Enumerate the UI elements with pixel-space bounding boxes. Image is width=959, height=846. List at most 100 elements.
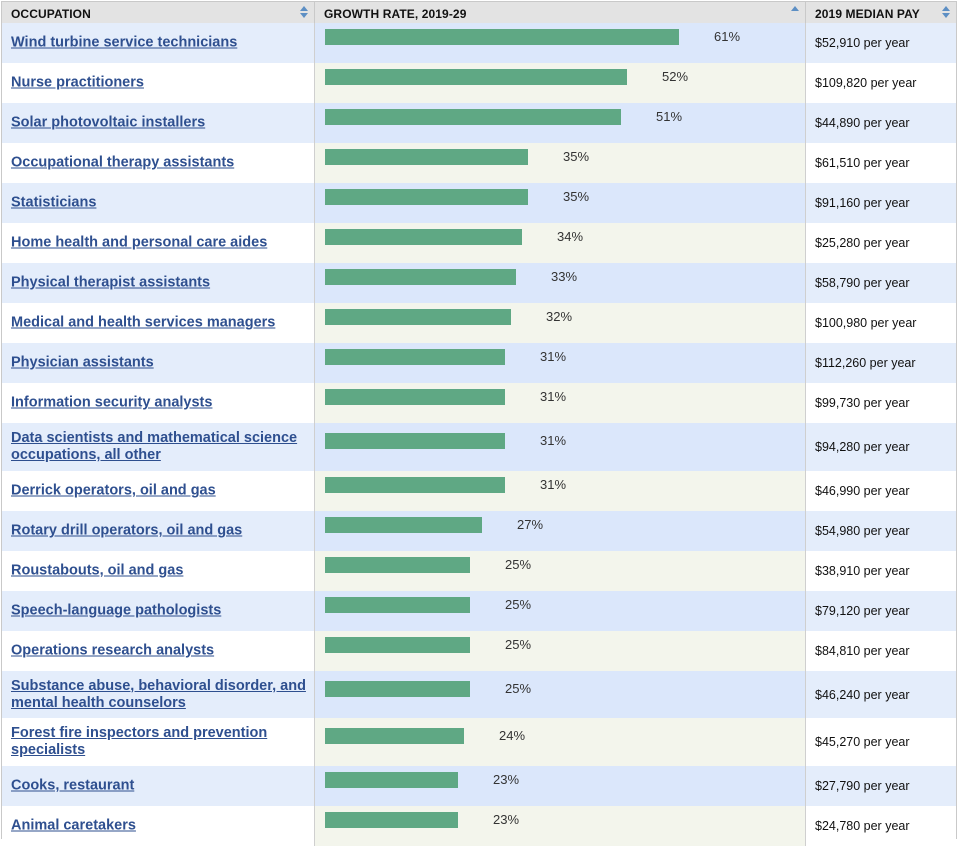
table-row: Physical therapist assistants 33% $58,790 … [2,263,956,303]
median-pay-value: $45,270 per year [815,735,910,749]
median-pay-cell: $46,240 per year [806,671,956,718]
growth-cell: 31% [315,383,806,423]
growth-bar [325,269,516,285]
growth-bar [325,477,505,493]
occupation-link[interactable]: Wind turbine service technicians [11,34,238,51]
growth-label: 25% [505,597,532,612]
growth-cell: 33% [315,263,806,303]
growth-label: 35% [563,149,590,164]
median-pay-value: $54,980 per year [815,524,910,538]
occupation-link[interactable]: Derrick operators, oil and gas [11,482,216,499]
occupation-link[interactable]: Operations research analysts [11,642,215,659]
header-occupation-label: OCCUPATION [11,7,91,21]
header-median-pay[interactable]: 2019 MEDIAN PAY [806,2,956,24]
growth-label: 51% [656,109,683,124]
table-row: Wind turbine service technicians 61% $52,9… [2,23,956,63]
occupation-cell: Medical and health services managers [2,303,315,343]
growth-label: 31% [540,389,567,404]
occupation-cell: Forest fire inspectors and prevention sp… [2,718,315,766]
growth-bar [325,812,458,828]
occupation-link[interactable]: Speech-language pathologists [11,602,222,619]
median-pay-cell: $79,120 per year [806,591,956,631]
growth-cell: 25% [315,551,806,591]
occupation-cell: Animal caretakers [2,806,315,846]
table-row: Medical and health services managers 32% $… [2,303,956,343]
occupation-link[interactable]: Cooks, restaurant [11,777,135,794]
occupation-link[interactable]: Statisticians [11,194,97,211]
growth-bar [325,597,470,613]
growth-label: 52% [662,69,689,84]
table-row: Roustabouts, oil and gas 25% $38,910 per y… [2,551,956,591]
sort-occupation-icon[interactable] [299,5,309,19]
occupation-link[interactable]: Occupational therapy assistants [11,154,235,171]
median-pay-cell: $52,910 per year [806,23,956,63]
occupation-link[interactable]: Home health and personal care aides [11,234,268,251]
occupation-link[interactable]: Roustabouts, oil and gas [11,562,184,579]
median-pay-cell: $38,910 per year [806,551,956,591]
growth-cell: 27% [315,511,806,551]
sort-pay-icon[interactable] [941,5,951,19]
table-row: Cooks, restaurant 23% $27,790 per year [2,766,956,806]
occupation-cell: Home health and personal care aides [2,223,315,263]
table-row: Information security analysts 31% $99,730 … [2,383,956,423]
growth-bar [325,349,505,365]
median-pay-cell: $58,790 per year [806,263,956,303]
median-pay-value: $27,790 per year [815,779,910,793]
median-pay-cell: $109,820 per year [806,63,956,103]
header-growth-rate-label: GROWTH RATE, 2019-29 [324,7,467,21]
median-pay-cell: $46,990 per year [806,471,956,511]
occupation-cell: Data scientists and mathematical science… [2,423,315,471]
occupation-cell: Solar photovoltaic installers [2,103,315,143]
growth-label: 61% [714,29,741,44]
median-pay-cell: $27,790 per year [806,766,956,806]
header-occupation[interactable]: OCCUPATION [2,2,315,24]
occupation-cell: Substance abuse, behavioral disorder, an… [2,671,315,718]
occupation-link[interactable]: Solar photovoltaic installers [11,114,206,131]
table-row: Animal caretakers 23% $24,780 per year [2,806,956,846]
growth-bar [325,728,464,744]
median-pay-value: $100,980 per year [815,316,917,330]
occupation-cell: Roustabouts, oil and gas [2,551,315,591]
table-row: Operations research analysts 25% $84,810 p… [2,631,956,671]
occupation-link[interactable]: Physician assistants [11,354,154,371]
growth-cell: 61% [315,23,806,63]
table-row: Data scientists and mathematical science… [2,423,956,471]
growth-label: 34% [557,229,584,244]
growth-cell: 32% [315,303,806,343]
growth-cell: 35% [315,143,806,183]
occupation-link[interactable]: Animal caretakers [11,817,136,834]
table-row: Physician assistants 31% $112,260 per year [2,343,956,383]
occupation-link[interactable]: Rotary drill operators, oil and gas [11,522,243,539]
growth-label: 31% [540,477,567,492]
growth-label: 23% [493,772,520,787]
growth-cell: 23% [315,806,806,846]
growth-bar [325,681,470,697]
growth-bar [325,109,621,125]
occupation-link[interactable]: Data scientists and mathematical science… [11,430,298,463]
occupation-link[interactable]: Physical therapist assistants [11,274,211,291]
header-growth-rate[interactable]: GROWTH RATE, 2019-29 [315,2,806,24]
median-pay-value: $94,280 per year [815,440,910,454]
median-pay-value: $109,820 per year [815,76,917,90]
sort-growth-icon[interactable] [790,5,800,19]
growth-label: 27% [517,517,544,532]
occupation-link[interactable]: Substance abuse, behavioral disorder, an… [11,677,306,711]
median-pay-cell: $24,780 per year [806,806,956,846]
median-pay-cell: $94,280 per year [806,423,956,471]
occupation-link[interactable]: Nurse practitioners [11,74,144,91]
occupation-cell: Physician assistants [2,343,315,383]
occupation-link[interactable]: Medical and health services managers [11,314,276,331]
occupation-link[interactable]: Forest fire inspectors and prevention sp… [11,725,268,758]
median-pay-value: $58,790 per year [815,276,910,290]
occupation-cell: Rotary drill operators, oil and gas [2,511,315,551]
median-pay-cell: $112,260 per year [806,343,956,383]
table-row: Solar photovoltaic installers 51% $44,890 … [2,103,956,143]
occupation-link[interactable]: Information security analysts [11,394,213,411]
growth-bar [325,229,522,245]
occupation-cell: Speech-language pathologists [2,591,315,631]
median-pay-value: $79,120 per year [815,604,910,618]
growth-label: 32% [546,309,573,324]
growth-bar [325,772,458,788]
median-pay-value: $99,730 per year [815,396,910,410]
